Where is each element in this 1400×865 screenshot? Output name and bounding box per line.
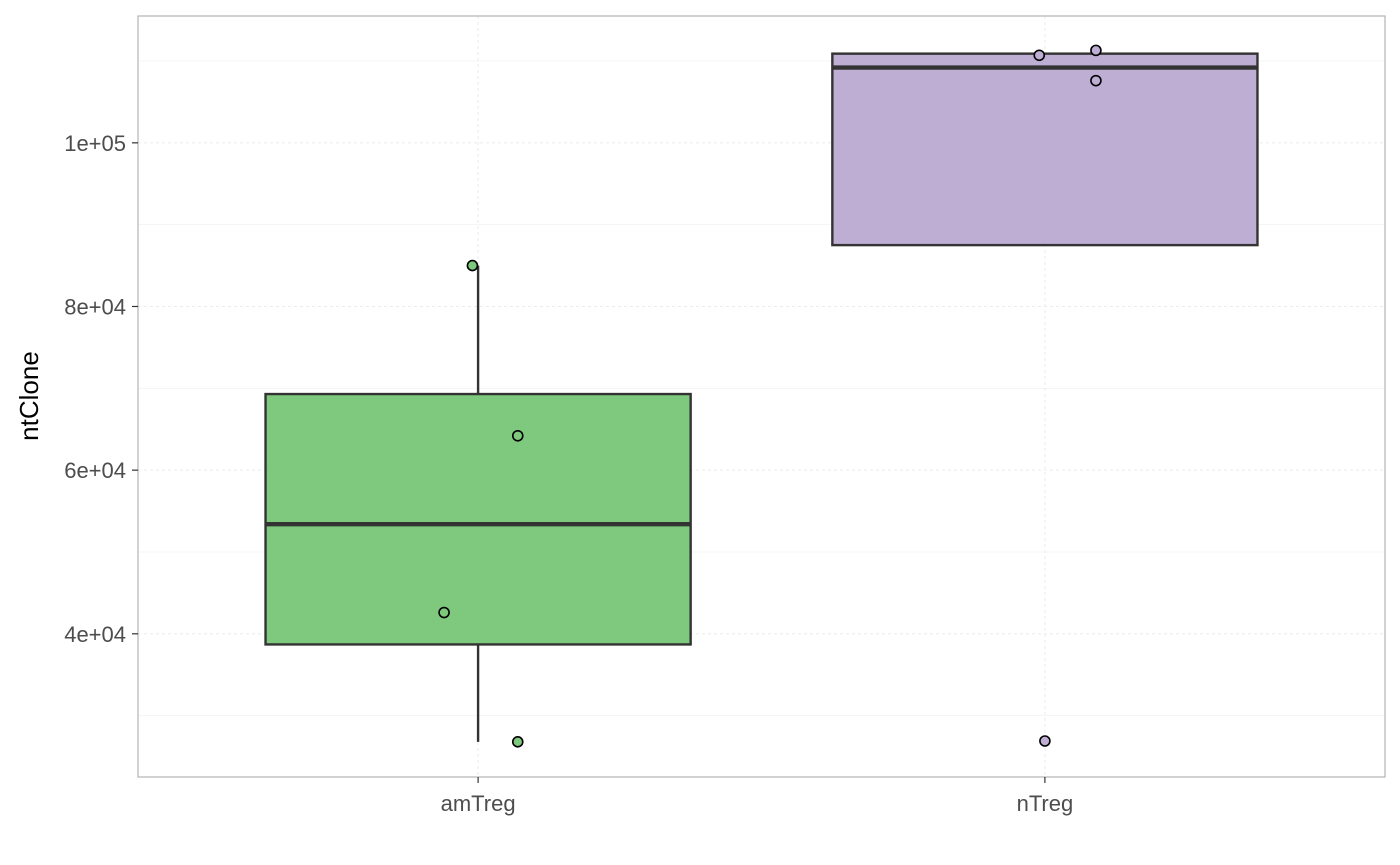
data-point bbox=[1090, 74, 1102, 87]
box-nTreg bbox=[831, 52, 1259, 247]
y-tick-label: 4e+04 bbox=[64, 622, 126, 647]
data-points bbox=[438, 44, 1102, 748]
x-tick-label: amTreg bbox=[441, 791, 516, 816]
data-point bbox=[466, 259, 479, 272]
plot-panel-border bbox=[137, 15, 1386, 778]
data-point bbox=[511, 736, 524, 748]
y-axis-title: ntClone bbox=[14, 351, 44, 441]
y-tick-label: 8e+04 bbox=[64, 294, 126, 319]
boxes bbox=[264, 52, 1259, 742]
x-tick-label: nTreg bbox=[1017, 791, 1074, 816]
y-tick-label: 1e+05 bbox=[64, 131, 126, 156]
data-point bbox=[1039, 735, 1051, 747]
data-point bbox=[438, 606, 450, 619]
y-tick-label: 6e+04 bbox=[64, 458, 126, 483]
data-point bbox=[511, 429, 524, 442]
axes: 4e+04 6e+04 8e+04 1e+05 amTreg nTreg bbox=[64, 131, 1073, 816]
data-point bbox=[1090, 44, 1102, 57]
box-body bbox=[831, 52, 1259, 247]
box-body bbox=[264, 392, 692, 646]
box-amTreg bbox=[264, 265, 692, 742]
data-point bbox=[1033, 49, 1046, 62]
